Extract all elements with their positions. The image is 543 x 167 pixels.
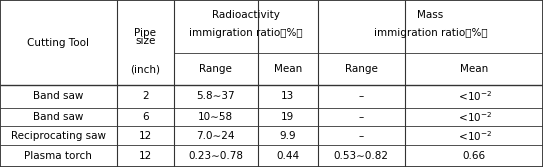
Text: Range: Range [345, 64, 377, 74]
Text: 10∼58: 10∼58 [198, 112, 233, 122]
Text: Mean: Mean [459, 64, 488, 74]
Text: Band saw: Band saw [33, 92, 84, 101]
Text: 0.66: 0.66 [462, 151, 485, 161]
Text: Mean: Mean [274, 64, 302, 74]
Text: Cutting Tool: Cutting Tool [27, 38, 90, 48]
Text: 5.8∼37: 5.8∼37 [197, 92, 235, 101]
Text: –: – [358, 131, 364, 141]
Text: Radioactivity: Radioactivity [212, 10, 280, 20]
Text: 0.23∼0.78: 0.23∼0.78 [188, 151, 243, 161]
Text: 12: 12 [138, 131, 152, 141]
Text: 13: 13 [281, 92, 294, 101]
Text: 19: 19 [281, 112, 294, 122]
Text: 0.53∼0.82: 0.53∼0.82 [333, 151, 389, 161]
Text: $<\!10^{-2}$: $<\!10^{-2}$ [456, 90, 492, 103]
Text: $<\!10^{-2}$: $<\!10^{-2}$ [456, 129, 492, 143]
Text: (inch): (inch) [130, 64, 160, 74]
Text: Reciprocating saw: Reciprocating saw [11, 131, 106, 141]
Text: Pipe: Pipe [134, 28, 156, 38]
Text: –: – [358, 92, 364, 101]
Text: size: size [135, 36, 155, 46]
Text: 0.44: 0.44 [276, 151, 299, 161]
Text: 7.0∼24: 7.0∼24 [197, 131, 235, 141]
Text: Band saw: Band saw [33, 112, 84, 122]
Text: Plasma torch: Plasma torch [24, 151, 92, 161]
Text: $<\!10^{-2}$: $<\!10^{-2}$ [456, 110, 492, 124]
Text: –: – [358, 112, 364, 122]
Text: 6: 6 [142, 112, 149, 122]
Text: Mass: Mass [417, 10, 444, 20]
Text: immigration ratio（%）: immigration ratio（%） [189, 28, 302, 38]
Text: 2: 2 [142, 92, 149, 101]
Text: Range: Range [199, 64, 232, 74]
Text: 9.9: 9.9 [280, 131, 296, 141]
Text: 12: 12 [138, 151, 152, 161]
Text: immigration ratio（%）: immigration ratio（%） [374, 28, 487, 38]
